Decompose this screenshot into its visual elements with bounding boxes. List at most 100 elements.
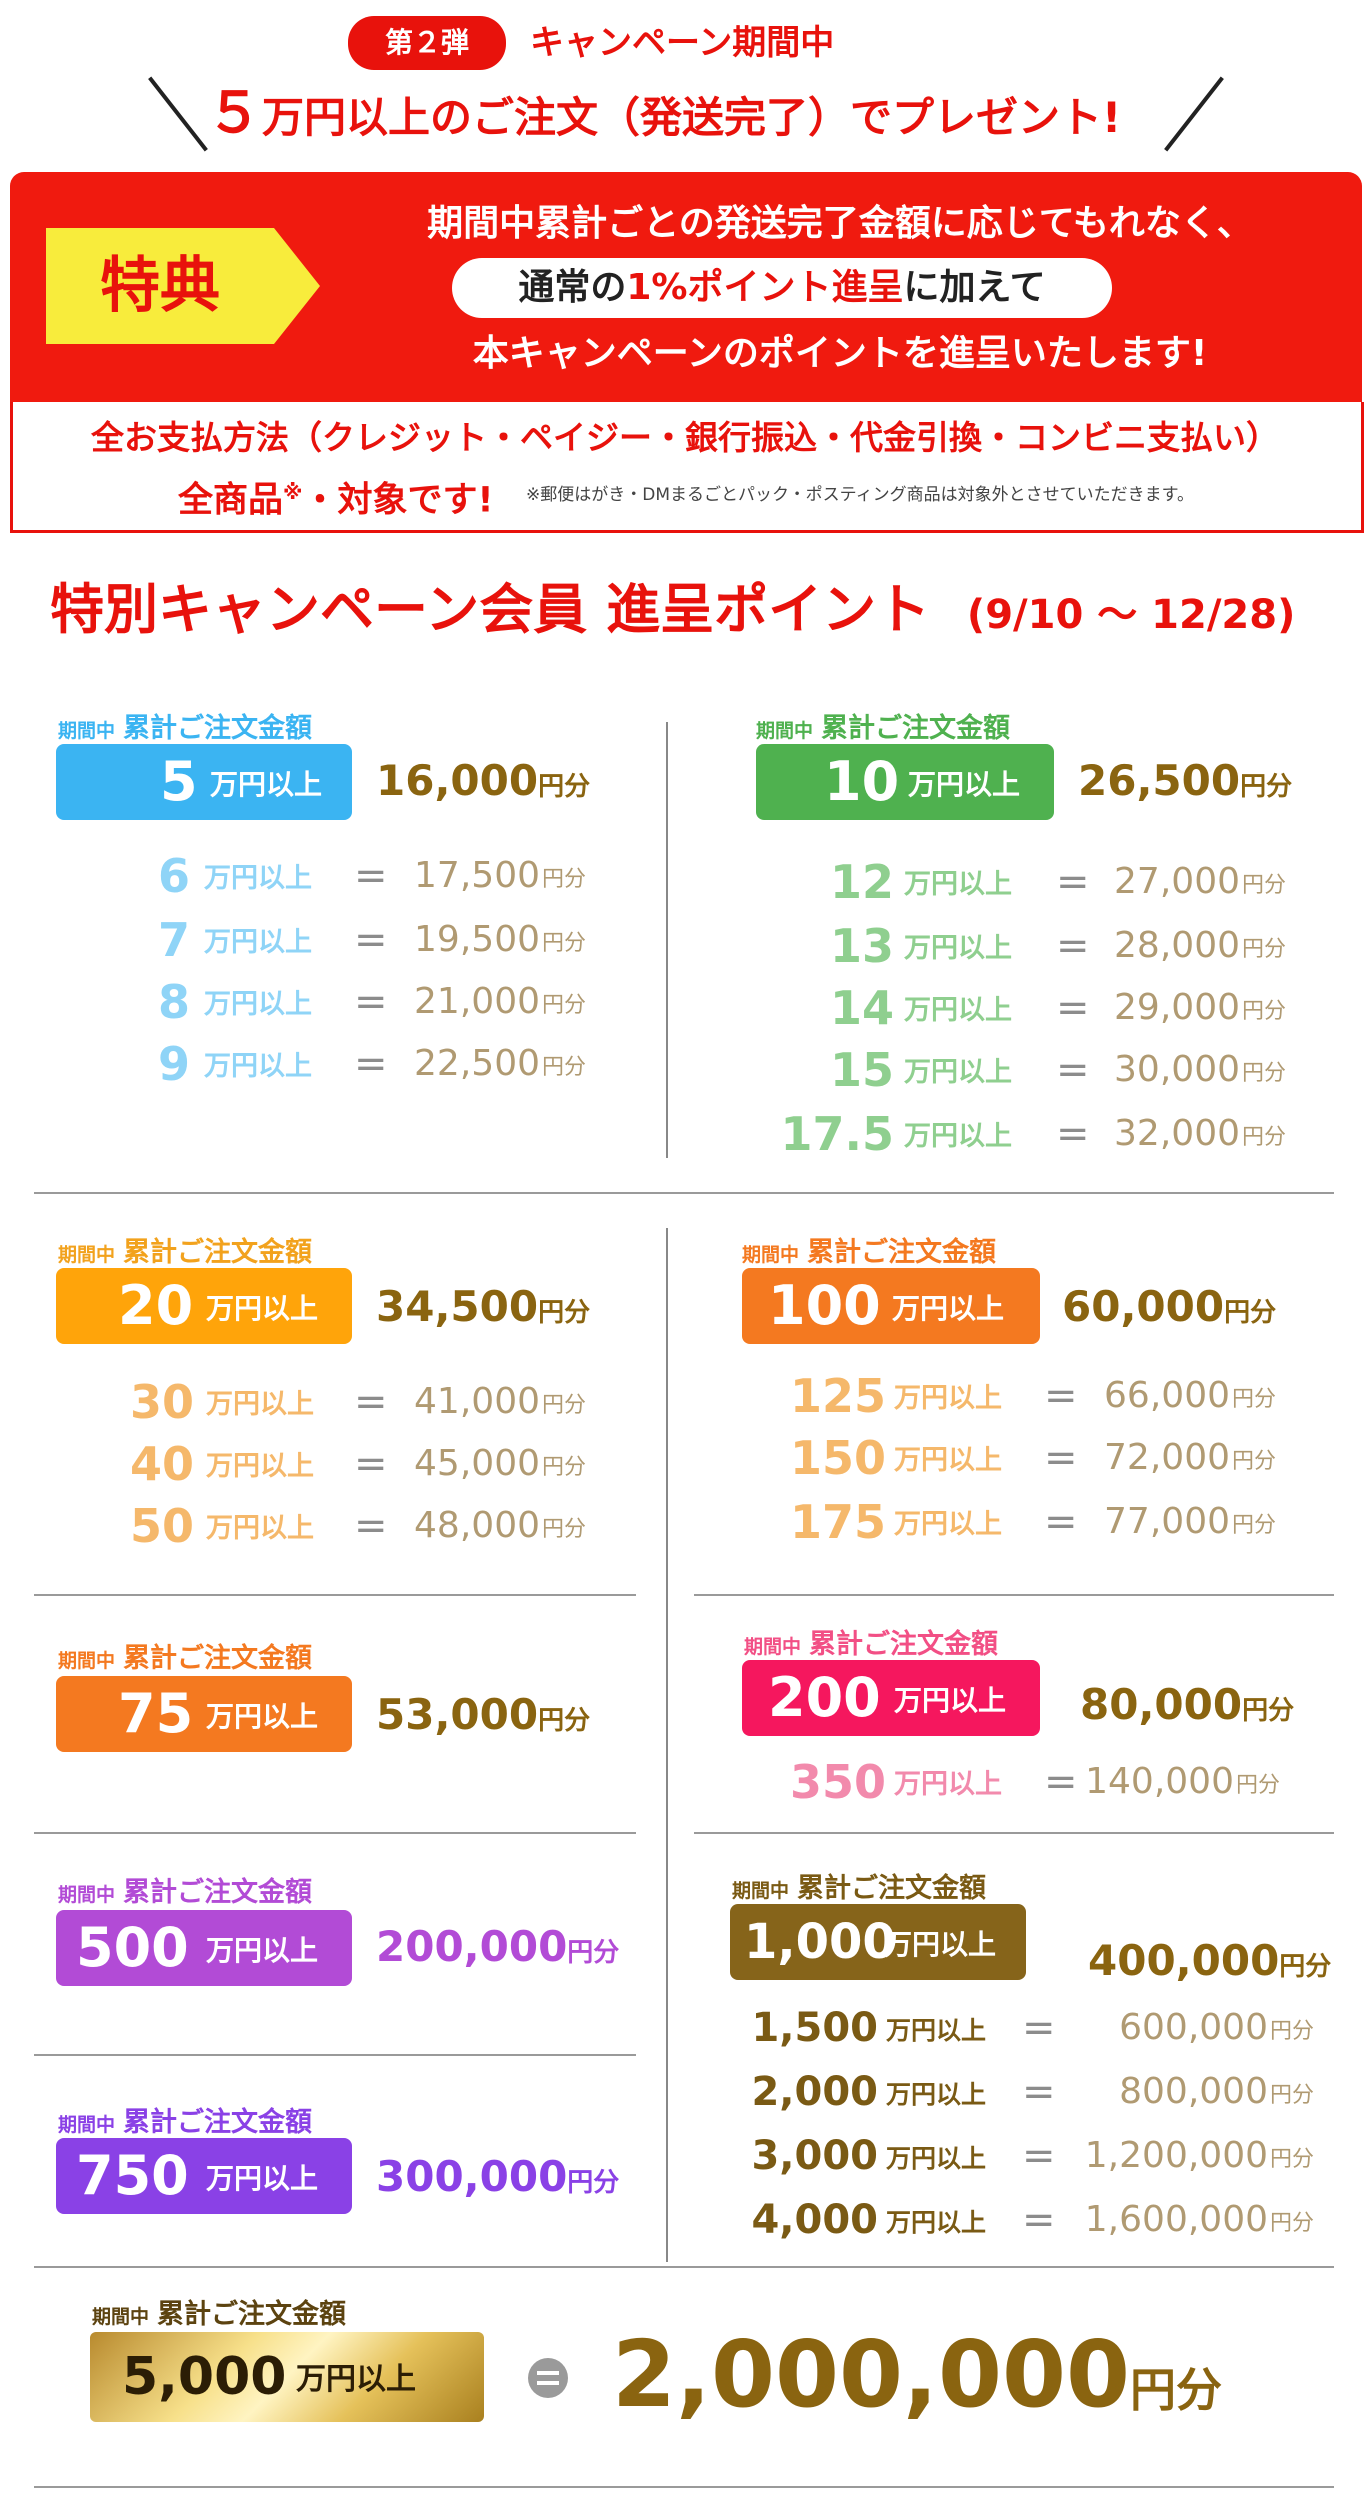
scope-main: 全商品	[178, 480, 284, 521]
tier-20-amount: 20	[118, 1274, 194, 1337]
row-amount: 4,000	[751, 2197, 878, 2243]
tier-1000-caption: 期間中 累計ご注文金額	[732, 1866, 986, 1905]
row-amount: 40	[129, 1437, 194, 1491]
tier-500-points-value: 200,000	[376, 1922, 568, 1971]
row-points: 22,500	[414, 1043, 540, 1084]
tier-10-row: 12 万円以上 = 27,000 円分	[700, 852, 1340, 912]
row-unit: 万円以上	[894, 1383, 1002, 1414]
points-unit: 円分	[538, 1706, 591, 1736]
equals-sign: =	[1044, 1435, 1078, 1481]
period-label: 期間中	[742, 1244, 800, 1266]
row-points: 21,000	[414, 981, 540, 1022]
row-unit: 万円以上	[894, 1445, 1002, 1476]
equals-circle	[528, 2358, 568, 2398]
tier-10-box: 10 万円以上	[756, 744, 1054, 820]
tier-75-amount: 75	[118, 1682, 194, 1745]
row-unit: 万円以上	[904, 869, 1012, 900]
row-amount: 8	[157, 975, 190, 1029]
row-points-unit: 円分	[542, 1055, 587, 1080]
payment-notice-box	[10, 402, 1364, 533]
period-label: 期間中	[58, 2114, 116, 2136]
points-unit: 円分	[1240, 772, 1293, 802]
row-unit: 万円以上	[904, 995, 1012, 1026]
period-label: 期間中	[58, 720, 116, 742]
equals-sign: =	[354, 1379, 388, 1425]
row-amount: 15	[829, 1043, 894, 1097]
left-slash-decoration	[148, 76, 208, 152]
tier-5-caption: 期間中 累計ご注文金額	[58, 706, 312, 745]
tier-10-points-value: 26,500	[1078, 756, 1241, 805]
points-unit: 円分	[538, 1298, 591, 1328]
cumulative-label: 累計ご注文金額	[807, 1237, 997, 1268]
tier-5-amount: 5	[160, 750, 198, 813]
tier-unit: 万円以上	[296, 2362, 416, 2397]
tier-20-points: 34,500円分	[376, 1282, 590, 1331]
equals-sign: =	[1056, 1047, 1090, 1093]
tier-500-caption: 期間中 累計ご注文金額	[58, 1870, 312, 1909]
section-title: 特別キャンペーン会員 進呈ポイント (9/10 〜 12/28)	[50, 572, 1295, 653]
row-points-unit: 円分	[542, 1455, 587, 1480]
tier-1000-row: 4,000 万円以上 = 1,600,000 円分	[700, 2190, 1340, 2250]
equals-sign: =	[354, 1503, 388, 1549]
tier-20-row: 50 万円以上 = 48,000 円分	[0, 1496, 600, 1556]
tier-unit: 万円以上	[206, 1292, 319, 1325]
row-points-unit: 円分	[1270, 2147, 1315, 2172]
tier-1000-box: 1,000 万円以上	[730, 1904, 1026, 1980]
points-unit: 円分	[538, 772, 591, 802]
round-badge: 第２弾	[348, 16, 506, 70]
tier-500-amount: 500	[76, 1916, 189, 1979]
row-points-unit: 円分	[1242, 873, 1287, 898]
row-points-unit: 円分	[1232, 1449, 1277, 1474]
row-points: 600,000	[1119, 2007, 1268, 2048]
cumulative-label: 累計ご注文金額	[123, 1237, 313, 1268]
row-points: 32,000	[1114, 1113, 1240, 1154]
row-amount: 9	[157, 1037, 190, 1091]
tier-5000-points-value: 2,000,000	[612, 2321, 1130, 2428]
tier-100-caption: 期間中 累計ご注文金額	[742, 1230, 996, 1269]
tier-10-row: 13 万円以上 = 28,000 円分	[700, 916, 1340, 976]
tier-1000-row: 2,000 万円以上 = 800,000 円分	[700, 2062, 1340, 2122]
tier-5-box: 5 万円以上	[56, 744, 352, 820]
row-points-unit: 円分	[1270, 2019, 1315, 2044]
tier-200-amount: 200	[768, 1666, 881, 1729]
row-points: 41,000	[414, 1381, 540, 1422]
row-points: 140,000	[1085, 1761, 1234, 1802]
tier-1000-points-value: 400,000	[1088, 1936, 1280, 1985]
tier-1000-amount: 1,000	[744, 1914, 896, 1970]
headline: ５万円以上のご注文（発送完了）でプレゼント!	[206, 78, 1186, 150]
cumulative-label: 累計ご注文金額	[123, 1643, 313, 1674]
tier-200-row: 350 万円以上 = 140,000 円分	[700, 1752, 1340, 1812]
tier-100-box: 100 万円以上	[742, 1268, 1040, 1344]
points-unit: 円分	[567, 2168, 620, 2198]
tier-1000-points: 400,000円分	[1088, 1936, 1331, 1985]
row-divider-2a	[34, 1594, 636, 1596]
tier-5-row: 7 万円以上 = 19,500 円分	[0, 910, 600, 970]
tier-unit: 万円以上	[206, 1700, 319, 1733]
scope-mark: ※	[283, 480, 303, 504]
tier-10-caption: 期間中 累計ご注文金額	[756, 706, 1010, 745]
row-amount: 12	[829, 855, 894, 909]
tier-unit: 万円以上	[892, 1292, 1005, 1325]
tier-100-row: 150 万円以上 = 72,000 円分	[700, 1428, 1340, 1488]
equals-sign: =	[354, 1041, 388, 1087]
tier-200-caption: 期間中 累計ご注文金額	[744, 1622, 998, 1661]
equals-sign: =	[354, 853, 388, 899]
tier-5000-caption: 期間中 累計ご注文金額	[92, 2292, 346, 2331]
row-points: 66,000	[1104, 1375, 1230, 1416]
row-points: 1,200,000	[1084, 2135, 1268, 2176]
tier-20-caption: 期間中 累計ご注文金額	[58, 1230, 312, 1269]
row-points-unit: 円分	[1242, 1125, 1287, 1150]
equals-sign: =	[354, 979, 388, 1025]
tier-unit: 万円以上	[908, 768, 1021, 801]
row-points: 45,000	[414, 1443, 540, 1484]
row-points-unit: 円分	[542, 867, 587, 892]
tier-500-points: 200,000円分	[376, 1922, 619, 1971]
equals-sign: =	[1056, 985, 1090, 1031]
tier-unit: 万円以上	[210, 768, 323, 801]
row-points-unit: 円分	[542, 993, 587, 1018]
tier-20-points-value: 34,500	[376, 1282, 539, 1331]
benefit-pill-pre: 通常の	[518, 267, 627, 308]
points-unit: 円分	[1242, 1696, 1295, 1726]
cumulative-label: 累計ご注文金額	[797, 1873, 987, 1904]
